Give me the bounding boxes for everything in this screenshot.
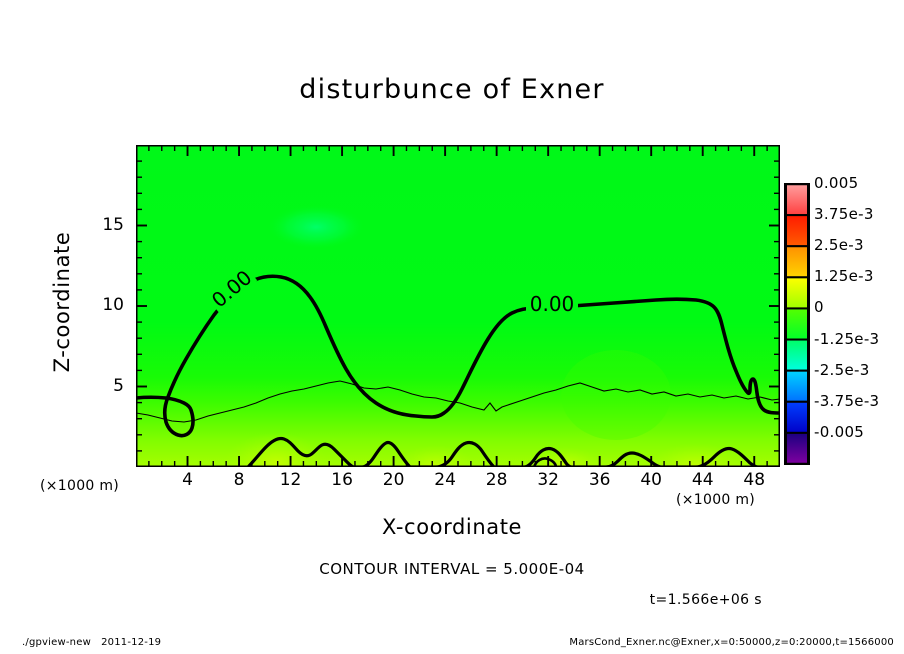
colorbar-band-2: [785, 245, 809, 279]
x-tick-label-28: 28: [485, 470, 508, 490]
x-axis-unit: (×1000 m): [676, 492, 756, 508]
x-tick-label-8: 8: [233, 470, 245, 490]
x-tick-label-44: 44: [691, 470, 714, 490]
x-tick-label-4: 4: [182, 470, 193, 490]
x-axis-label: X-coordinate: [381, 515, 523, 539]
colorbar[interactable]: [784, 183, 810, 465]
colorbar-label-5: -1.25e-3: [814, 329, 880, 348]
x-tick-label-20: 20: [382, 470, 405, 490]
contour-label-right: 0.00: [530, 292, 575, 316]
label-bg-right: [526, 294, 578, 315]
thin-contour-line: [136, 380, 780, 423]
y-tick-label-15: 15: [102, 214, 124, 235]
label-bg-left: [204, 263, 258, 313]
footer-date: 2011-12-19: [101, 637, 162, 648]
colorbar-band-7: [785, 400, 809, 434]
y-axis-label: Z-coordinate: [50, 231, 74, 373]
x-tick-label-36: 36: [588, 470, 611, 490]
time-annotation: t=1.566e+06 s: [649, 592, 762, 608]
colorbar-band-6: [785, 369, 809, 403]
footer-right: MarsCond_Exner.nc@Exner,x=0:50000,z=0:20…: [569, 637, 894, 648]
y-axis-unit: (×1000 m): [40, 478, 120, 494]
footer-left: ./gpview-new 2011-12-19: [22, 637, 161, 648]
footer-command: ./gpview-new: [22, 637, 91, 648]
x-tick-label-32: 32: [537, 470, 559, 490]
page-title: disturbunce of Exner: [299, 74, 605, 105]
colorbar-band-5: [785, 338, 809, 372]
field-base-fill: [136, 145, 780, 467]
zero-contour-line: [136, 274, 780, 438]
colorbar-label-1: 3.75e-3: [814, 205, 874, 224]
x-tick-label-40: 40: [640, 470, 662, 490]
x-tick-label-16: 16: [331, 470, 353, 490]
contour-field: 0.00 0.00: [136, 145, 780, 467]
surface-hotspot-c: [648, 443, 744, 467]
x-tick-label-48: 48: [743, 470, 766, 490]
surface-hotspot-a: [224, 433, 328, 467]
x-tick-label-12: 12: [279, 470, 302, 490]
contour-label-right-group: 0.00: [526, 292, 578, 316]
colorbar-bands: [785, 183, 809, 465]
colorbar-band-8: [785, 431, 809, 465]
colorbar-label-6: -2.5e-3: [814, 360, 870, 379]
negative-anomaly-patch: [268, 205, 364, 249]
mid-level-tongue: [561, 350, 671, 440]
colorbar-label-0: 0.005: [814, 174, 859, 192]
contour-interval-annotation: CONTOUR INTERVAL = 5.000E-04: [319, 560, 585, 578]
colorbar-label-4: 0: [814, 298, 824, 317]
colorbar-band-0: [785, 183, 809, 217]
y-tick-label-5: 5: [113, 375, 124, 396]
colorbar-label-7: -3.75e-3: [814, 391, 880, 410]
y-tick-label-10: 10: [102, 295, 124, 315]
colorbar-label-2: 2.5e-3: [814, 236, 864, 255]
contour-plot[interactable]: 0.00 0.00: [136, 145, 780, 467]
colorbar-band-4: [785, 307, 809, 341]
colorbar-frame: [784, 183, 810, 465]
colorbar-band-3: [785, 276, 809, 310]
low-contour-line: [246, 436, 780, 467]
x-tick-label-24: 24: [434, 470, 456, 490]
colorbar-label-3: 1.25e-3: [814, 267, 874, 286]
colorbar-band-1: [785, 214, 809, 248]
colorbar-label-8: -0.005: [814, 422, 865, 441]
